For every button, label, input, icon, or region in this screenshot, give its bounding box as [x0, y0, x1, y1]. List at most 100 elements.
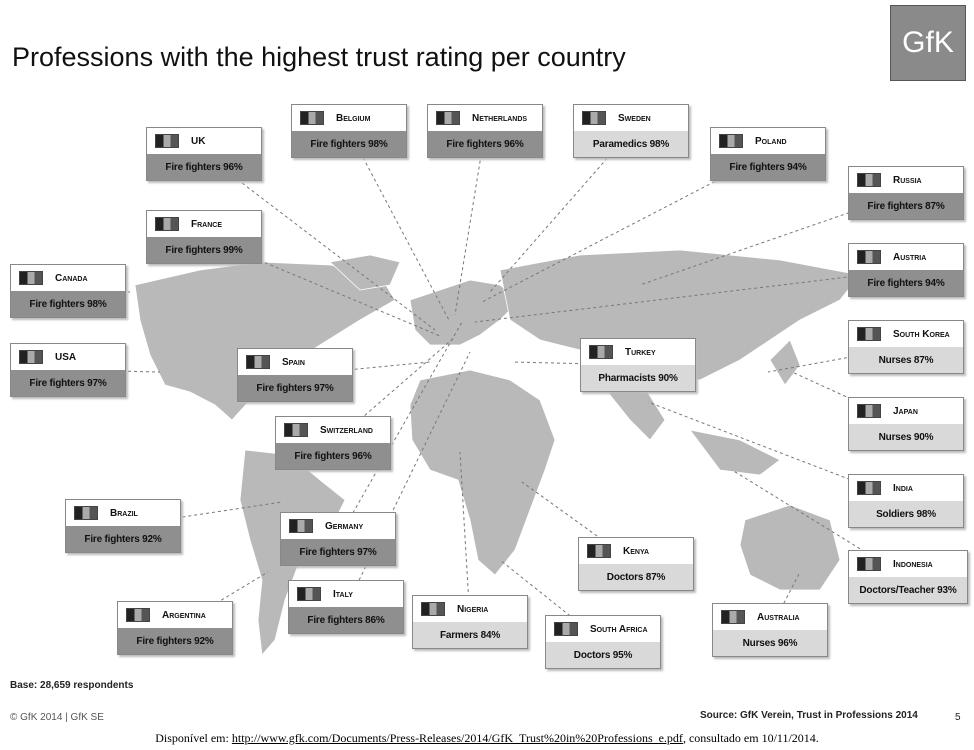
box-header: Turkey — [581, 339, 695, 365]
profession-rating: Fire fighters 98% — [11, 291, 125, 317]
flag — [436, 111, 460, 125]
profession-rating: Fire fighters 86% — [289, 607, 403, 633]
profession-rating: Fire fighters 96% — [428, 131, 542, 157]
country-name: Australia — [757, 611, 800, 623]
leader-line — [294, 361, 431, 376]
logo: GfK — [890, 5, 966, 81]
box-header: Kenya — [579, 538, 693, 564]
flag — [719, 134, 743, 148]
country-box: Kenya Doctors 87% — [578, 537, 694, 591]
country-name: Brazil — [110, 507, 138, 519]
country-name: South Korea — [893, 328, 950, 340]
country-name: South Africa — [590, 623, 648, 635]
country-box: Nigeria Farmers 84% — [412, 595, 528, 649]
box-header: Japan — [849, 398, 963, 424]
country-box: Indonesia Doctors/Teacher 93% — [848, 550, 968, 604]
country-box: Brazil Fire fighters 92% — [65, 499, 181, 553]
profession-rating: Doctors/Teacher 93% — [849, 577, 967, 603]
country-box: South Korea Nurses 87% — [848, 320, 964, 374]
leader-line — [348, 130, 451, 323]
box-header: Indonesia — [849, 551, 967, 577]
leader-line — [769, 571, 801, 631]
caption-prefix: Disponível em: — [155, 731, 232, 745]
box-header: Russia — [849, 167, 963, 193]
country-name: Kenya — [623, 545, 650, 557]
box-header: Sweden — [574, 105, 688, 131]
country-box: South Africa Doctors 95% — [545, 615, 661, 669]
box-header: Netherlands — [428, 105, 542, 131]
box-header: Austria — [849, 244, 963, 270]
box-header: Argentina — [118, 602, 232, 628]
country-box: Australia Nurses 96% — [712, 603, 828, 657]
continents — [134, 249, 861, 656]
country-name: USA — [55, 351, 77, 363]
flag — [857, 557, 881, 571]
country-name: Belgium — [336, 112, 371, 124]
flag — [289, 519, 313, 533]
profession-rating: Fire fighters 87% — [849, 193, 963, 219]
profession-rating: Fire fighters 96% — [147, 154, 261, 180]
country-box: UK Fire fighters 96% — [146, 127, 262, 181]
profession-rating: Fire fighters 94% — [849, 270, 963, 296]
flag — [857, 481, 881, 495]
flag — [587, 544, 611, 558]
country-box: Russia Fire fighters 87% — [848, 166, 964, 220]
caption-url[interactable]: http://www.gfk.com/Documents/Press-Relea… — [231, 731, 683, 745]
box-header: France — [147, 211, 261, 237]
leader-line — [459, 451, 471, 623]
copyright: © GfK 2014 | GfK SE — [10, 712, 104, 723]
box-header: Canada — [11, 265, 125, 291]
country-box: Austria Fire fighters 94% — [848, 243, 964, 297]
box-header: South Africa — [546, 616, 660, 642]
box-header: USA — [11, 344, 125, 370]
leader-line — [731, 469, 907, 578]
country-name: Canada — [55, 272, 88, 284]
country-box: Netherlands Fire fighters 96% — [427, 104, 543, 158]
title: Professions with the highest trust ratin… — [12, 42, 626, 72]
box-header: India — [849, 475, 963, 501]
profession-rating: Nurses 90% — [849, 424, 963, 450]
leader-line — [474, 269, 907, 323]
flag — [857, 404, 881, 418]
country-name: Poland — [755, 135, 787, 147]
country-box: Turkey Pharmacists 90% — [580, 338, 696, 392]
flag — [554, 622, 578, 636]
profession-rating: Doctors 87% — [579, 564, 693, 590]
profession-rating: Fire fighters 96% — [276, 443, 390, 469]
box-header: Belgium — [292, 105, 406, 131]
profession-rating: Nurses 87% — [849, 347, 963, 373]
profession-rating: Fire fighters 97% — [11, 370, 125, 396]
profession-rating: Fire fighters 92% — [66, 526, 180, 552]
leader-line — [345, 351, 471, 608]
country-name: France — [191, 218, 222, 230]
profession-rating: Farmers 84% — [413, 622, 527, 648]
country-name: Germany — [325, 520, 364, 532]
box-header: UK — [147, 128, 261, 154]
country-box: France Fire fighters 99% — [146, 210, 262, 264]
profession-rating: Fire fighters 97% — [238, 375, 352, 401]
flag — [155, 134, 179, 148]
box-header: Italy — [289, 581, 403, 607]
flag — [589, 345, 613, 359]
flag — [582, 111, 606, 125]
country-box: Germany Fire fighters 97% — [280, 512, 396, 566]
profession-rating: Fire fighters 97% — [281, 539, 395, 565]
country-name: Nigeria — [457, 603, 489, 615]
flag — [155, 217, 179, 231]
country-name: Netherlands — [472, 112, 528, 124]
country-name: Argentina — [162, 609, 206, 621]
flag — [74, 506, 98, 520]
profession-rating: Nurses 96% — [713, 630, 827, 656]
box-header: Switzerland — [276, 417, 390, 443]
base-note: Base: 28,659 respondents — [10, 680, 134, 691]
country-box: Italy Fire fighters 86% — [288, 580, 404, 634]
country-box: Poland Fire fighters 94% — [710, 127, 826, 181]
country-name: Turkey — [625, 346, 656, 358]
flag — [284, 423, 308, 437]
country-name: Sweden — [618, 112, 651, 124]
source: Source: GfK Verein, Trust in Professions… — [700, 710, 918, 721]
flag — [19, 350, 43, 364]
country-name: Russia — [893, 174, 922, 186]
